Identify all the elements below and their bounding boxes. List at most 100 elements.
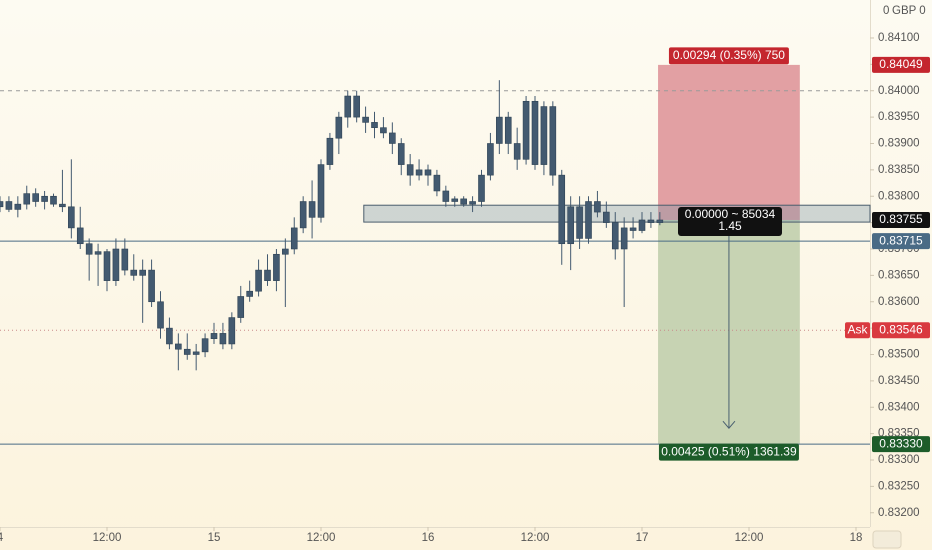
candle-body bbox=[157, 301, 164, 329]
candle-body bbox=[68, 206, 75, 229]
y-tick-label: 0.84100 bbox=[878, 32, 920, 44]
candle-body bbox=[5, 201, 13, 210]
candle-body bbox=[175, 343, 182, 350]
candle-body bbox=[638, 219, 646, 231]
candle-body bbox=[317, 164, 325, 218]
center-label-bg bbox=[678, 206, 782, 236]
candle-body bbox=[629, 227, 637, 231]
candle-body bbox=[406, 164, 414, 176]
stop-label-bg bbox=[668, 47, 789, 65]
y-tick-label: 0.83200 bbox=[878, 507, 920, 519]
candle-body bbox=[558, 174, 566, 245]
candle-body bbox=[433, 174, 441, 192]
candle-body bbox=[424, 169, 432, 176]
candle-body bbox=[389, 132, 396, 144]
y-tick-label: 0.83800 bbox=[878, 190, 920, 202]
candle-body bbox=[549, 106, 557, 176]
y-tick-label: 0.83400 bbox=[878, 401, 920, 413]
candle-body bbox=[0, 201, 4, 208]
candle-body bbox=[371, 122, 378, 128]
candle-body bbox=[335, 116, 343, 139]
y-tick-label: 0.83900 bbox=[878, 138, 920, 150]
candle-body bbox=[50, 195, 57, 205]
price-badge-label: 0.83755 bbox=[879, 212, 923, 226]
candle-body bbox=[219, 333, 227, 345]
candle-body bbox=[344, 95, 352, 118]
candle-body bbox=[32, 193, 39, 202]
candle-body bbox=[148, 269, 155, 303]
candle-body bbox=[620, 227, 628, 250]
target-label-bg bbox=[658, 443, 799, 461]
candle-body bbox=[112, 248, 120, 281]
y-tick-label: 0.83500 bbox=[878, 349, 920, 361]
x-tick-label: 18 bbox=[850, 532, 863, 544]
candle-body bbox=[353, 95, 360, 118]
price-badge bbox=[872, 233, 930, 250]
y-tick-label: 0.83600 bbox=[878, 296, 920, 308]
x-tick-label: 17 bbox=[636, 532, 649, 544]
candle-body bbox=[647, 219, 655, 223]
candle-body bbox=[442, 190, 450, 202]
price-badge-label: 0.84049 bbox=[879, 57, 923, 71]
candle-body bbox=[496, 116, 503, 144]
y-tick-label: 0.83950 bbox=[878, 111, 920, 123]
candle-body bbox=[166, 327, 173, 345]
candle-body bbox=[308, 201, 316, 218]
arrow-head bbox=[722, 420, 736, 429]
x-tick-label: 12:00 bbox=[93, 532, 122, 544]
candle-body bbox=[362, 116, 369, 123]
y-tick-label: 0.84000 bbox=[878, 85, 920, 97]
candle-body bbox=[282, 248, 289, 255]
candle-body bbox=[121, 248, 129, 271]
candle-body bbox=[326, 137, 334, 165]
candle-body bbox=[585, 201, 592, 239]
center-sub: 1.45 bbox=[718, 219, 742, 233]
candle-body bbox=[594, 201, 601, 213]
candle-body bbox=[94, 251, 102, 255]
candle-body bbox=[576, 206, 583, 239]
candle-body bbox=[201, 338, 209, 353]
price-badge bbox=[872, 211, 930, 228]
candle-body bbox=[210, 333, 218, 339]
candle-body bbox=[103, 251, 111, 281]
candle-body bbox=[513, 143, 521, 160]
y-tick-label: 0.83450 bbox=[878, 375, 920, 387]
candle-body bbox=[380, 127, 387, 134]
candle-body bbox=[76, 227, 84, 245]
candle-body bbox=[41, 195, 48, 202]
candle-body bbox=[14, 203, 22, 210]
candle-body bbox=[139, 269, 146, 276]
settings-button[interactable] bbox=[872, 530, 902, 549]
candle-body bbox=[567, 206, 574, 245]
toolbar-label[interactable]: 0 bbox=[883, 5, 889, 17]
candle-body bbox=[469, 201, 476, 205]
candle-body bbox=[531, 100, 539, 165]
x-tick-label: 12:00 bbox=[735, 532, 764, 544]
candle-body bbox=[183, 348, 191, 355]
center-label: 0.00000 ~ 85034 bbox=[685, 207, 776, 221]
price-badge-label: 0.83330 bbox=[879, 436, 923, 450]
stop-zone bbox=[658, 64, 800, 220]
candle-body bbox=[460, 198, 467, 205]
x-tick-label: 12:00 bbox=[521, 532, 550, 544]
target-label: 0.00425 (0.51%) 1361.39 bbox=[661, 444, 797, 458]
candle-body bbox=[504, 116, 512, 144]
candle-body bbox=[130, 269, 138, 276]
candle-body bbox=[59, 203, 66, 208]
y-tick-label: 0.83250 bbox=[878, 480, 920, 492]
zone-box bbox=[363, 204, 871, 223]
price-badge bbox=[872, 322, 930, 339]
candle-body bbox=[192, 351, 200, 355]
price-badge bbox=[872, 56, 930, 73]
candle-body bbox=[478, 174, 485, 202]
ask-label: Ask bbox=[847, 322, 868, 336]
candle-body bbox=[299, 201, 307, 229]
currency-label[interactable]: GBP 0 bbox=[892, 5, 926, 17]
ask-badge bbox=[845, 322, 870, 339]
price-badge bbox=[872, 436, 930, 453]
x-tick-label: 15 bbox=[208, 532, 221, 544]
candle-body bbox=[656, 219, 664, 223]
candle-body bbox=[237, 296, 245, 318]
